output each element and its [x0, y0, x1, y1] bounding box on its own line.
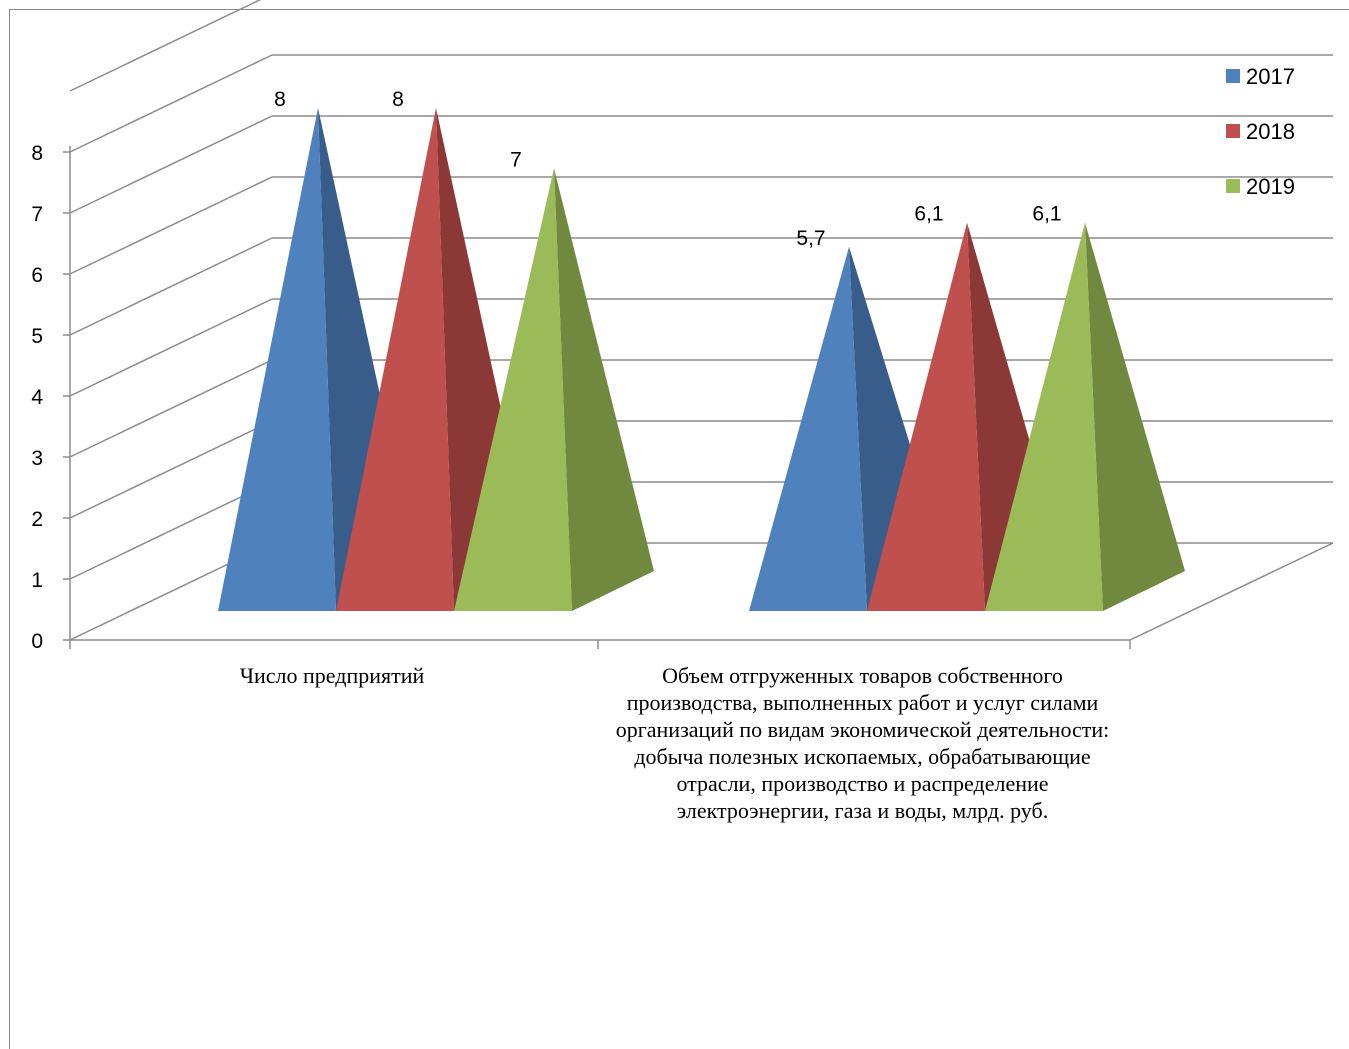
side-gridline — [69, 237, 273, 336]
y-tick-label: 2 — [31, 508, 43, 531]
legend-label: 2018 — [1246, 119, 1295, 144]
chart-frame — [9, 9, 1349, 1049]
legend-swatch — [1226, 124, 1240, 138]
y-tick-label: 8 — [31, 142, 43, 165]
data-label: 8 — [274, 88, 286, 111]
y-axis-ticks: 0 1 2 3 4 5 6 7 8 — [31, 142, 43, 653]
plot-area — [218, 107, 1185, 612]
y-tick-label: 1 — [31, 569, 43, 592]
y-tick-label: 0 — [31, 630, 43, 653]
legend-swatch — [1226, 179, 1240, 193]
data-label: 8 — [392, 88, 404, 111]
data-label: 7 — [510, 148, 522, 171]
data-label: 5,7 — [796, 227, 825, 250]
legend-swatch — [1226, 69, 1240, 83]
pyramid-2018 — [867, 222, 985, 611]
data-label: 6,1 — [1032, 203, 1061, 226]
y-tick-label: 5 — [31, 325, 43, 348]
legend: 2017 2018 2019 — [1226, 64, 1295, 199]
y-tick-label: 6 — [31, 264, 43, 287]
y-tick-label: 7 — [31, 203, 43, 226]
side-gridline — [69, 481, 273, 580]
side-gridline — [69, 54, 273, 153]
y-tick-label: 4 — [31, 386, 43, 409]
legend-label: 2019 — [1246, 174, 1295, 199]
category-label: Число предприятий — [239, 663, 425, 688]
y-tick-label: 3 — [31, 447, 43, 470]
side-gridline — [69, 115, 273, 214]
legend-label: 2017 — [1246, 64, 1295, 89]
pyramid-2019 — [454, 168, 572, 611]
side-gridline — [69, 420, 273, 519]
side-gridline — [69, 0, 262, 92]
pyramid-2019 — [985, 222, 1103, 611]
pyramid-side-2019 — [554, 168, 654, 611]
data-labels: 8 8 7 5,7 6,1 6,1 — [274, 88, 1061, 250]
data-label: 6,1 — [914, 203, 943, 226]
pyramid-side-2019 — [1085, 222, 1185, 611]
pyramid-2017 — [218, 107, 336, 611]
category-label: Объем отгруженных товаров собственного п… — [615, 663, 1110, 823]
floor-edge — [1129, 542, 1334, 641]
side-gridline — [69, 176, 273, 275]
side-gridline — [69, 298, 273, 397]
pyramid-2017 — [749, 246, 867, 612]
pyramid-2018 — [336, 107, 454, 611]
side-gridline — [69, 359, 273, 458]
